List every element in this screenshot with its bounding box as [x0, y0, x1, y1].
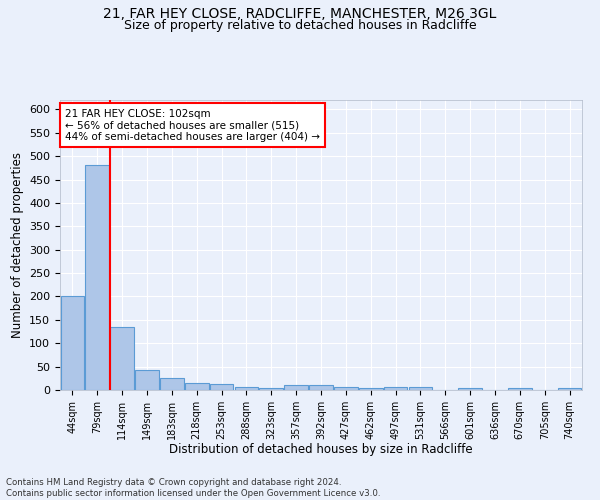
- Bar: [284, 386, 308, 390]
- Bar: [334, 387, 358, 390]
- Text: Distribution of detached houses by size in Radcliffe: Distribution of detached houses by size …: [169, 442, 473, 456]
- Text: Contains HM Land Registry data © Crown copyright and database right 2024.
Contai: Contains HM Land Registry data © Crown c…: [6, 478, 380, 498]
- Text: 21 FAR HEY CLOSE: 102sqm
← 56% of detached houses are smaller (515)
44% of semi-: 21 FAR HEY CLOSE: 102sqm ← 56% of detach…: [65, 108, 320, 142]
- Bar: [235, 387, 258, 390]
- Bar: [160, 378, 184, 390]
- Bar: [185, 383, 209, 390]
- Bar: [359, 388, 383, 390]
- Bar: [61, 296, 84, 390]
- Bar: [309, 385, 333, 390]
- Y-axis label: Number of detached properties: Number of detached properties: [11, 152, 23, 338]
- Bar: [508, 388, 532, 390]
- Bar: [110, 327, 134, 390]
- Bar: [85, 166, 109, 390]
- Text: Size of property relative to detached houses in Radcliffe: Size of property relative to detached ho…: [124, 19, 476, 32]
- Bar: [558, 388, 581, 390]
- Bar: [384, 387, 407, 390]
- Text: 21, FAR HEY CLOSE, RADCLIFFE, MANCHESTER, M26 3GL: 21, FAR HEY CLOSE, RADCLIFFE, MANCHESTER…: [103, 8, 497, 22]
- Bar: [259, 388, 283, 390]
- Bar: [409, 386, 432, 390]
- Bar: [458, 388, 482, 390]
- Bar: [210, 384, 233, 390]
- Bar: [135, 370, 159, 390]
